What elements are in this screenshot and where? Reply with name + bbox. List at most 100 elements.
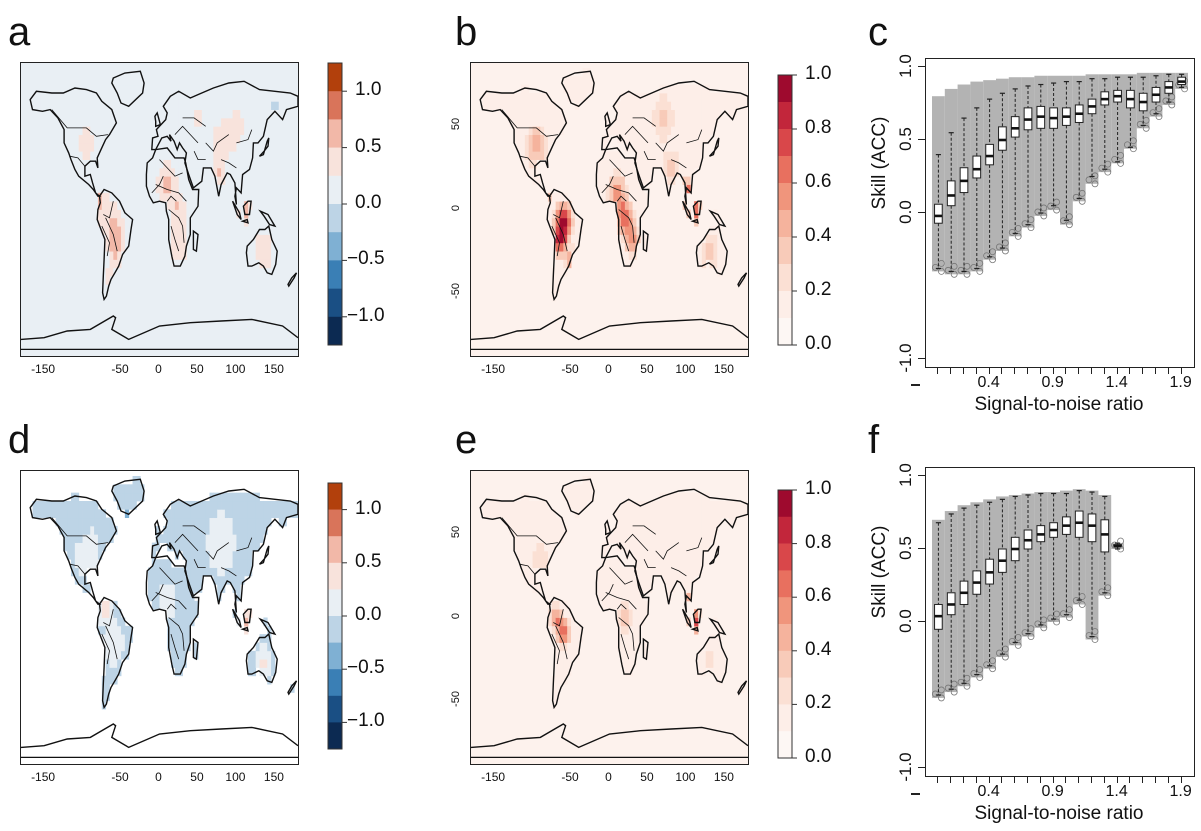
map-cell xyxy=(178,209,183,219)
map-cell xyxy=(647,92,653,102)
map-cell xyxy=(255,109,260,119)
lon-tick-label: 100 xyxy=(675,770,696,784)
map-cell xyxy=(521,517,526,527)
map-cell xyxy=(78,559,83,568)
x-tick-label: 0.9 xyxy=(1041,783,1064,800)
map-cell xyxy=(544,559,549,568)
colorbar-tick-label: 0.4 xyxy=(805,225,832,246)
map-cell xyxy=(71,550,76,560)
map-cell xyxy=(194,192,199,202)
map-cell xyxy=(697,159,703,169)
map-cell xyxy=(263,509,268,519)
x-tick-mark xyxy=(1039,776,1041,783)
map-cell xyxy=(82,534,87,543)
map-cell xyxy=(574,226,580,235)
map-cell xyxy=(717,251,722,260)
coastline-madagascar xyxy=(642,229,649,253)
map-cell xyxy=(671,167,676,177)
map-cell xyxy=(171,609,176,618)
map-cell xyxy=(701,109,707,119)
coastline-africa xyxy=(595,147,650,267)
map-cell xyxy=(571,650,576,660)
map-cell xyxy=(559,650,564,660)
map-cell xyxy=(694,84,699,94)
map-cell xyxy=(186,151,191,160)
map-cell xyxy=(567,659,572,668)
map-cell xyxy=(228,492,233,502)
map-cell xyxy=(617,575,622,585)
map-cell xyxy=(167,617,172,627)
outlier-point xyxy=(1078,197,1086,205)
map-cell xyxy=(151,542,157,552)
map-cell xyxy=(697,101,703,111)
map-cell xyxy=(517,134,522,144)
panel-letter-a: a xyxy=(8,10,31,54)
map-cell xyxy=(551,209,557,219)
map-cell xyxy=(555,517,560,527)
map-cell xyxy=(690,559,695,568)
map-cell xyxy=(224,101,230,111)
map-cell xyxy=(74,159,80,169)
map-cell xyxy=(32,101,37,111)
map-cell xyxy=(59,92,64,102)
map-cell xyxy=(524,109,530,119)
map-cell xyxy=(667,534,672,543)
country-border xyxy=(170,633,180,660)
map-svg-b xyxy=(471,63,748,356)
map-cell xyxy=(686,550,691,560)
map-cell xyxy=(178,117,183,127)
scatter-cloud xyxy=(1124,74,1137,149)
map-cell xyxy=(621,517,626,527)
map-cell xyxy=(217,542,222,552)
x-tick-mark xyxy=(975,367,977,374)
map-cell xyxy=(232,176,237,185)
outlier-point xyxy=(1098,164,1106,172)
map-cell xyxy=(624,126,630,135)
map-cell xyxy=(524,159,530,169)
map-cell xyxy=(709,101,714,111)
map-cell xyxy=(67,542,72,552)
map-cell xyxy=(663,500,668,510)
x-axis-dash xyxy=(911,793,920,795)
map-cell xyxy=(713,642,718,652)
map-cell xyxy=(701,509,707,519)
map-cell xyxy=(640,159,645,169)
y-tick-mark xyxy=(918,767,925,768)
map-cell xyxy=(178,609,183,618)
map-cell xyxy=(213,117,218,127)
map-cell xyxy=(528,534,533,543)
outlier-point xyxy=(1040,212,1048,220)
map-cell xyxy=(605,600,610,610)
map-cell xyxy=(644,575,649,585)
map-cell xyxy=(147,167,153,177)
map-cell xyxy=(544,142,549,152)
map-cell xyxy=(190,101,195,111)
country-border xyxy=(155,184,187,202)
map-cell xyxy=(159,575,164,585)
map-cell xyxy=(640,117,645,127)
map-cell xyxy=(155,575,160,585)
map-cell xyxy=(686,142,691,152)
map-cell xyxy=(540,550,545,560)
map-cell xyxy=(178,509,183,519)
map-cell xyxy=(90,517,95,527)
map-cell xyxy=(686,492,691,502)
map-cell xyxy=(609,151,614,160)
map-cell xyxy=(574,634,580,643)
map-cell xyxy=(236,167,241,177)
map-cell xyxy=(532,109,537,119)
map-cell xyxy=(290,500,295,510)
map-cell xyxy=(586,484,591,494)
map-cell xyxy=(621,101,626,111)
map-cell xyxy=(105,251,110,260)
map-cell xyxy=(205,500,210,510)
map-cell xyxy=(578,92,583,102)
map-cell xyxy=(574,234,580,244)
map-cell xyxy=(686,500,691,510)
map-cell xyxy=(155,159,160,169)
map-cell xyxy=(644,167,649,177)
map-cell xyxy=(194,142,199,152)
map-cell xyxy=(632,642,637,652)
map-cell xyxy=(628,517,633,527)
map-cell xyxy=(659,92,664,102)
